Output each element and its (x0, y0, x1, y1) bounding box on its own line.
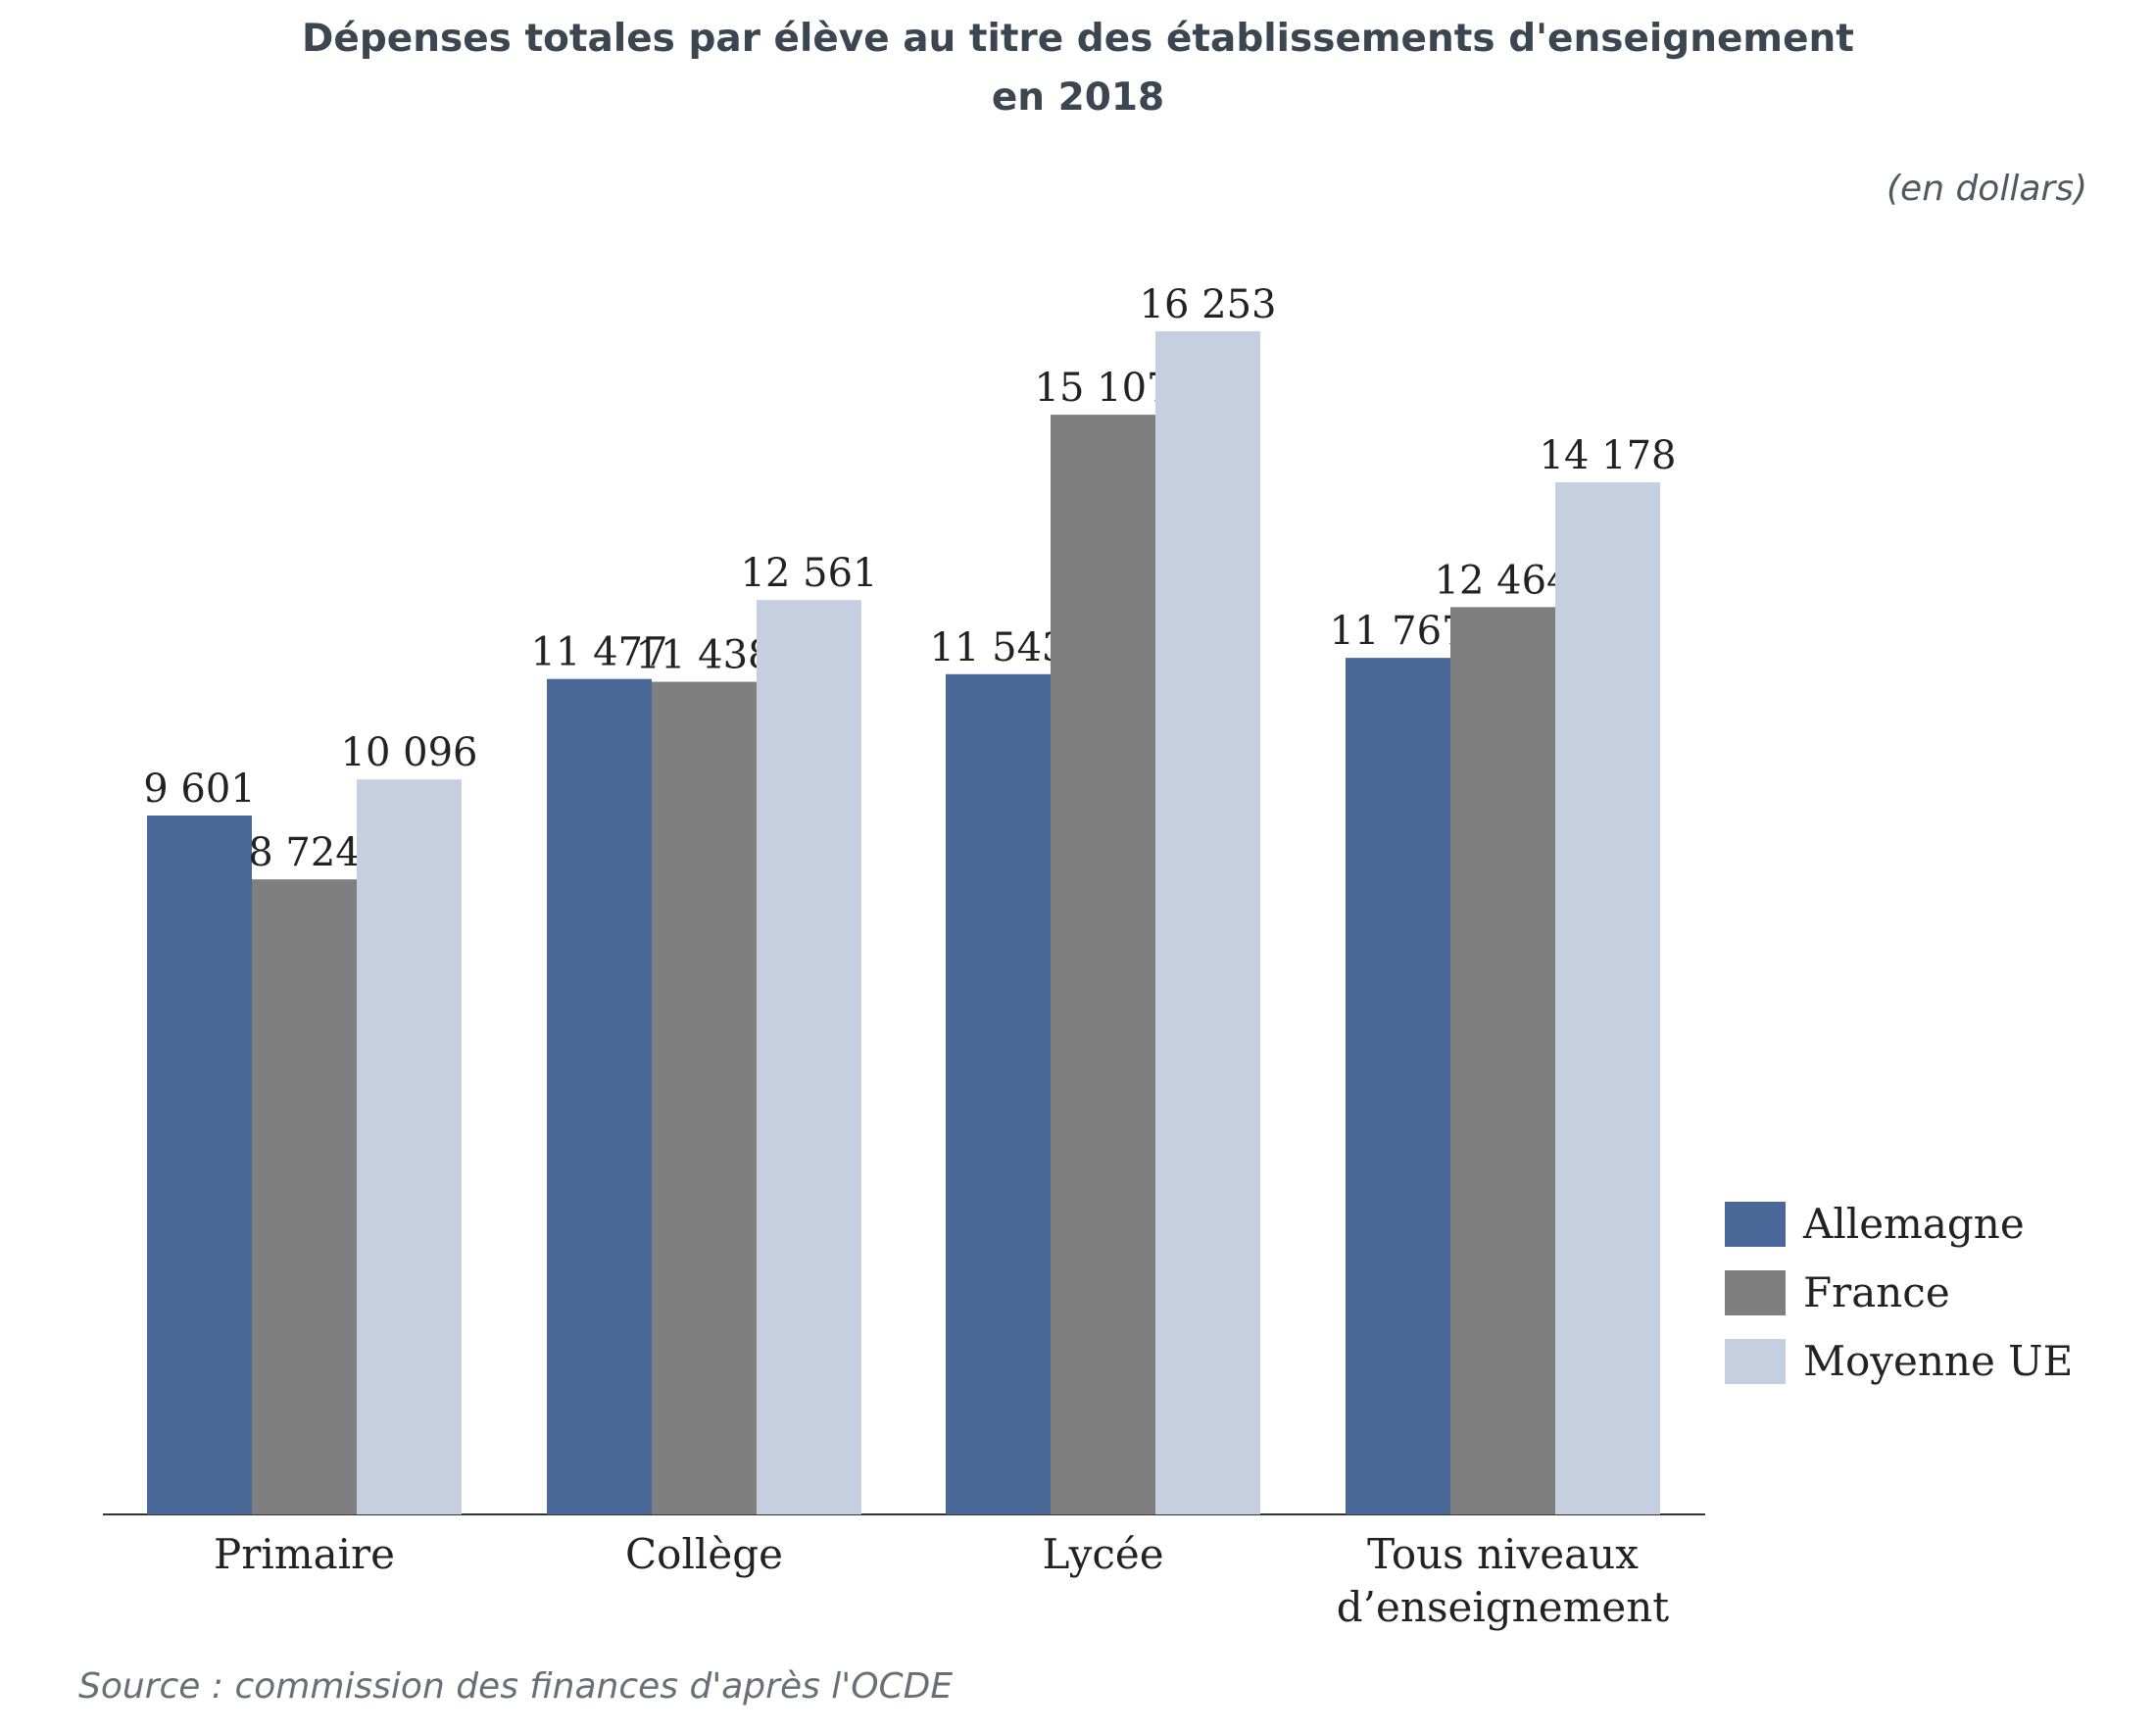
bar-france-1 (652, 681, 757, 1514)
data-label-allemagne-0: 9 601 (143, 767, 256, 812)
bar-moyenne-ue-0 (357, 779, 462, 1514)
chart-title-line-2: en 2018 (991, 75, 1165, 120)
legend-label-france: France (1803, 1268, 1950, 1316)
source-note: Source : commission des finances d'après… (78, 1666, 954, 1707)
category-label-0-0: Primaire (214, 1530, 395, 1578)
bar-moyenne-ue-1 (757, 600, 861, 1514)
legend-label-allemagne: Allemagne (1802, 1200, 2025, 1248)
bar-allemagne-3 (1346, 658, 1450, 1514)
category-label-3-1: d’enseignement (1337, 1583, 1670, 1631)
data-label-allemagne-2: 11 543 (930, 625, 1067, 670)
legend-label-moyenne-ue: Moyenne UE (1803, 1337, 2073, 1385)
chart-title: Dépenses totales par élève au titre des … (0, 10, 2156, 127)
data-label-moyenne-ue-0: 10 096 (341, 730, 478, 775)
data-label-moyenne-ue-1: 12 561 (741, 551, 878, 596)
legend-swatch-allemagne (1725, 1202, 1786, 1247)
data-label-france-2: 15 107 (1035, 366, 1172, 411)
data-label-france-3: 12 464 (1435, 558, 1572, 603)
bar-moyenne-ue-2 (1155, 331, 1260, 1514)
bar-allemagne-1 (547, 678, 652, 1514)
data-label-moyenne-ue-2: 16 253 (1140, 282, 1277, 327)
bar-france-3 (1450, 607, 1555, 1514)
category-label-1-0: Collège (625, 1530, 783, 1578)
bar-allemagne-2 (946, 673, 1051, 1514)
bar-france-2 (1051, 415, 1155, 1514)
bar-france-0 (252, 879, 357, 1514)
data-label-allemagne-1: 11 477 (531, 630, 668, 675)
bar-moyenne-ue-3 (1555, 482, 1660, 1514)
data-label-france-1: 11 438 (636, 633, 773, 678)
bar-allemagne-0 (147, 815, 252, 1514)
data-label-moyenne-ue-3: 14 178 (1540, 433, 1677, 478)
legend-swatch-moyenne-ue (1725, 1339, 1786, 1384)
data-label-france-0: 8 724 (248, 830, 361, 875)
unit-label: (en dollars) (1886, 169, 2087, 209)
category-label-3-0: Tous niveaux (1367, 1530, 1639, 1578)
category-label-2-0: Lycée (1042, 1530, 1163, 1578)
data-label-allemagne-3: 11 767 (1330, 609, 1467, 654)
chart-title-line-1: Dépenses totales par élève au titre des … (302, 17, 1854, 61)
legend-swatch-france (1725, 1270, 1786, 1315)
